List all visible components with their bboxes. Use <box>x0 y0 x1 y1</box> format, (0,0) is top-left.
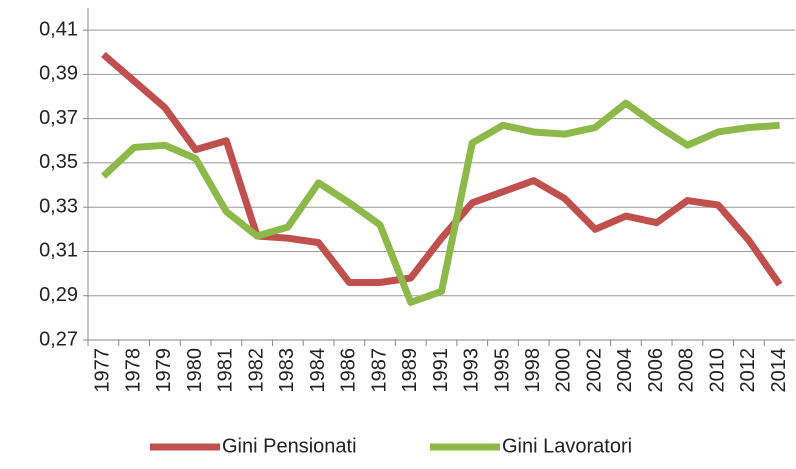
x-tick-label: 2012 <box>737 348 759 393</box>
y-tick-label: 0,35 <box>39 151 78 173</box>
y-tick-label: 0,37 <box>39 107 78 129</box>
x-tick-label: 2000 <box>553 348 575 393</box>
x-tick-label: 2014 <box>768 348 790 393</box>
x-tick-label: 1982 <box>245 348 267 393</box>
y-tick-label: 0,29 <box>39 284 78 306</box>
legend-label: Gini Lavoratori <box>502 435 632 457</box>
x-tick-label: 1986 <box>338 348 360 393</box>
x-tick-label: 1978 <box>122 348 144 393</box>
x-tick-label: 1981 <box>215 348 237 393</box>
y-tick-label: 0,39 <box>39 63 78 85</box>
x-tick-label: 1980 <box>184 348 206 393</box>
series-line <box>100 99 780 306</box>
x-tick-label: 2004 <box>614 348 636 393</box>
x-tick-label: 1989 <box>399 348 421 393</box>
y-tick-label: 0,31 <box>39 240 78 262</box>
x-tick-label: 1995 <box>491 348 513 393</box>
legend-label: Gini Pensionati <box>222 435 357 457</box>
x-tick-label: 2010 <box>706 348 728 393</box>
x-tick-label: 1993 <box>461 348 483 393</box>
y-tick-label: 0,33 <box>39 195 78 217</box>
x-tick-label: 2006 <box>645 348 667 393</box>
y-tick-label: 0,27 <box>39 328 78 350</box>
x-tick-label: 1979 <box>153 348 175 393</box>
x-tick-label: 1977 <box>92 348 114 393</box>
y-tick-label: 0,41 <box>39 18 78 40</box>
x-tick-label: 1987 <box>368 348 390 393</box>
x-tick-label: 1984 <box>307 348 329 393</box>
series-line <box>101 51 783 287</box>
x-tick-label: 1983 <box>276 348 298 393</box>
x-tick-label: 1998 <box>522 348 544 393</box>
x-tick-label: 1991 <box>430 348 452 393</box>
x-tick-label: 2008 <box>676 348 698 393</box>
x-tick-label: 2002 <box>583 348 605 393</box>
